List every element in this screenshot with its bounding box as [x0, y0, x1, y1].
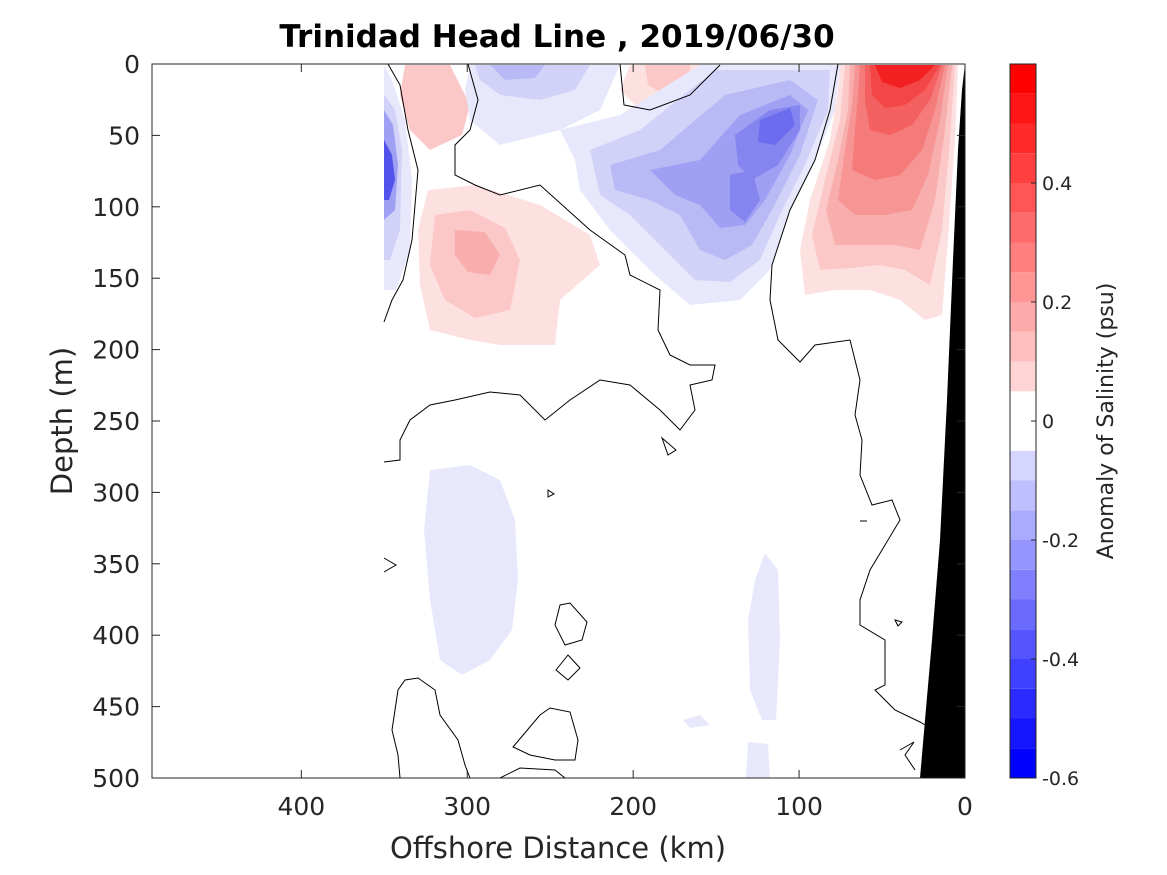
- y-tick-label: 200: [92, 336, 140, 365]
- deep-weak-low-speck: [683, 715, 710, 728]
- zero-contour-tick-350: [383, 557, 397, 573]
- y-tick-label: 0: [124, 50, 140, 79]
- deep-weak-low-region: [424, 465, 518, 675]
- colorbar-segment: [1010, 510, 1036, 540]
- colorbar-tick-label: -0.6: [1042, 768, 1079, 790]
- zero-contour-small-loop-d: [512, 707, 579, 761]
- colorbar-segment: [1010, 212, 1036, 243]
- zero-contour-small-loop-a: [660, 436, 677, 456]
- bathymetry-seafloor: [920, 64, 965, 778]
- zero-contours: [383, 64, 926, 778]
- colorbar-segment: [1010, 599, 1036, 630]
- colorbar-segment: [1010, 480, 1036, 511]
- zero-contour-shallow-west: [383, 64, 716, 463]
- x-tick-label: 100: [775, 792, 823, 821]
- zero-contour-near-bottom-east: [899, 741, 916, 771]
- surface-low-120km-pocket: [730, 170, 760, 222]
- colorbar-label: Anomaly of Salinity (psu): [1094, 283, 1119, 560]
- colorbar-tick-label: 0.2: [1042, 292, 1072, 314]
- zero-contour-small-loop-b: [554, 602, 588, 646]
- y-tick-label: 300: [92, 478, 140, 507]
- y-tick-label: 450: [92, 693, 140, 722]
- colorbar-segment: [1010, 242, 1036, 273]
- zero-contour-speck-40: [894, 619, 903, 627]
- colorbar: [1009, 63, 1037, 779]
- x-axis: 400 300 200 100 0: [277, 64, 973, 821]
- zero-contour-nearshore: [769, 64, 926, 726]
- deep-weak-low-region-east: [748, 553, 780, 720]
- colorbar-ticks: 0.4 0.2 0 -0.2 -0.4 -0.6: [1031, 173, 1079, 790]
- deep-weak-low-patch: [746, 742, 770, 778]
- surface-low-250km-core: [490, 65, 545, 80]
- colorbar-segment: [1010, 272, 1036, 302]
- y-axis: 0 50 100 150 200 250 300 350 400 450 500: [92, 50, 965, 793]
- zero-contour-bottom-loop: [499, 767, 566, 778]
- colorbar-tick-label: 0.4: [1042, 173, 1072, 195]
- colorbar-tick-label: -0.4: [1042, 649, 1079, 671]
- zero-contour-speck-300: [547, 489, 555, 498]
- chart-title: Trinidad Head Line , 2019/06/30: [279, 19, 834, 55]
- zero-contour-small-loop-c: [555, 654, 581, 681]
- colorbar-segment: [1010, 153, 1036, 183]
- western-edge-low-core: [384, 140, 395, 200]
- y-tick-label: 350: [92, 550, 140, 579]
- colorbar-segment: [1010, 450, 1036, 481]
- colorbar-segment: [1010, 123, 1036, 154]
- colorbar-segment: [1010, 183, 1036, 213]
- colorbar-segment: [1010, 569, 1036, 600]
- y-tick-label: 50: [108, 121, 140, 150]
- colorbar-segment: [1010, 361, 1036, 392]
- colorbar-segment: [1010, 331, 1036, 362]
- colorbar-segment: [1010, 93, 1036, 124]
- y-tick-label: 100: [92, 193, 140, 222]
- nearshore-high-core: [875, 65, 935, 88]
- zero-contour-inner-surface: [619, 64, 721, 111]
- y-axis-label: Depth (m): [45, 347, 79, 495]
- colorbar-segment: [1010, 302, 1036, 332]
- y-tick-label: 400: [92, 621, 140, 650]
- x-tick-label: 300: [443, 792, 491, 821]
- near-surface-weak-high: [400, 65, 470, 150]
- zero-contour-main-west: [383, 64, 419, 323]
- surface-low-120km-core: [758, 108, 795, 145]
- colorbar-segment: [1010, 64, 1036, 94]
- x-tick-label: 400: [277, 792, 325, 821]
- offshore-subsurface-high-core: [455, 230, 500, 275]
- colorbar-segment: [1010, 540, 1036, 570]
- colorbar-tick-label: 0: [1042, 411, 1054, 433]
- colorbar-segment: [1010, 718, 1036, 749]
- colorbar-segment: [1010, 629, 1036, 659]
- plot-area: [152, 64, 965, 778]
- colorbar-segment: [1010, 391, 1036, 421]
- x-tick-label: 0: [957, 792, 973, 821]
- y-tick-label: 250: [92, 407, 140, 436]
- y-tick-label: 150: [92, 264, 140, 293]
- colorbar-segment: [1010, 659, 1036, 689]
- colorbar-segment: [1010, 688, 1036, 719]
- colorbar-tick-label: -0.2: [1042, 530, 1079, 552]
- zero-contour-deep-west: [391, 677, 471, 778]
- x-axis-label: Offshore Distance (km): [390, 831, 726, 865]
- y-tick-label: 500: [92, 764, 140, 793]
- x-tick-label: 200: [609, 792, 657, 821]
- colorbar-segment: [1010, 748, 1036, 778]
- colorbar-segment: [1010, 421, 1036, 451]
